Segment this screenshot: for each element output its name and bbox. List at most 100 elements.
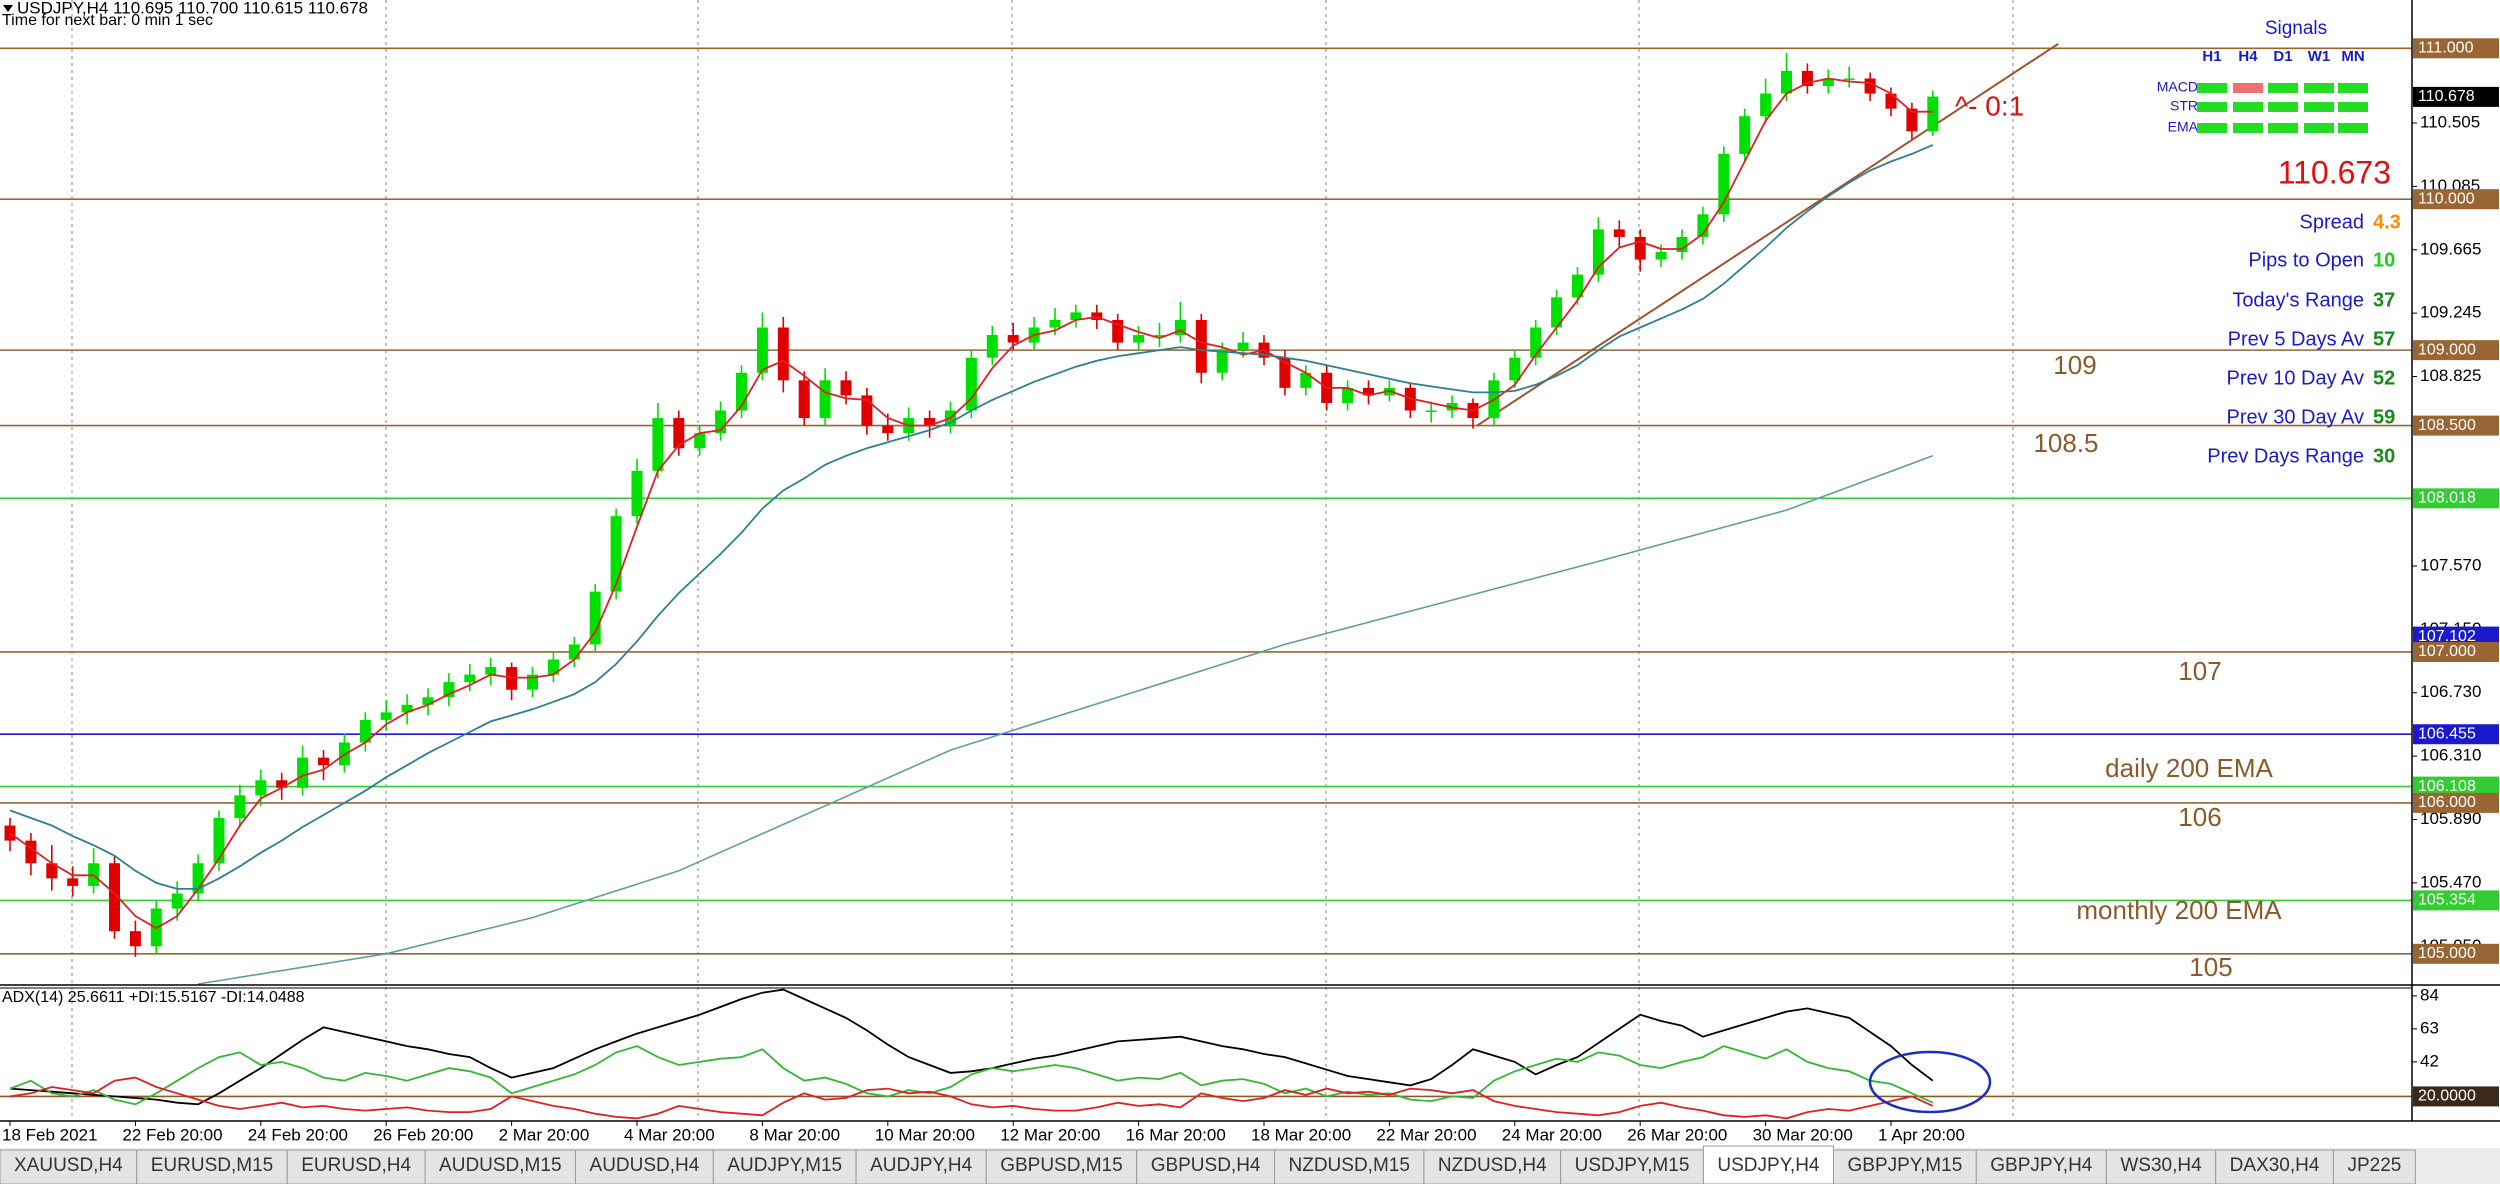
tab[interactable]: USDJPY,H4	[1702, 1145, 1834, 1184]
level-label: 110.000	[2418, 190, 2475, 207]
tab[interactable]: DAX30,H4	[2215, 1149, 2334, 1184]
tab-label[interactable]: EURUSD,M15	[151, 1155, 273, 1176]
tab-label[interactable]: EURUSD,H4	[301, 1155, 411, 1176]
tab[interactable]: GBPUSD,H4	[1136, 1149, 1275, 1184]
candle-body	[736, 372, 747, 411]
tab[interactable]: EURUSD,M15	[136, 1149, 288, 1184]
tab[interactable]: AUDJPY,H4	[855, 1149, 987, 1184]
bid-price: 110.673	[2278, 154, 2391, 190]
tab-background[interactable]	[136, 1149, 288, 1184]
candle-body	[715, 410, 727, 434]
x-tick-label: 18 Feb 2021	[2, 1125, 97, 1144]
tab[interactable]: JP225	[2332, 1149, 2416, 1184]
tab[interactable]: EURUSD,H4	[286, 1149, 426, 1184]
tab-label[interactable]: AUDJPY,M15	[727, 1155, 842, 1176]
tab[interactable]: GBPUSD,M15	[985, 1149, 1138, 1184]
tab[interactable]: NZDUSD,H4	[1423, 1149, 1562, 1184]
tab[interactable]: WS30,H4	[2105, 1149, 2217, 1184]
annotation: monthly 200 EMA	[2076, 895, 2282, 925]
tab-label[interactable]: XAUUSD,H4	[14, 1155, 123, 1176]
signal-column: H4	[2238, 48, 2258, 65]
x-tick-label: 22 Mar 20:00	[1376, 1125, 1476, 1144]
candle-body	[673, 418, 685, 449]
tab[interactable]: GBPJPY,M15	[1833, 1149, 1977, 1184]
candle-body	[965, 357, 977, 411]
tab-label[interactable]: USDJPY,M15	[1575, 1155, 1690, 1176]
stat-label: Prev 10 Day Av	[2227, 367, 2364, 389]
candle-body	[1133, 335, 1145, 343]
tab[interactable]: GBPJPY,H4	[1975, 1149, 2107, 1184]
level-label: 107.000	[2418, 643, 2476, 660]
tab[interactable]: AUDJPY,M15	[712, 1149, 857, 1184]
tab-background[interactable]	[855, 1149, 987, 1184]
candle-body	[1739, 116, 1751, 154]
candle-body	[1760, 93, 1772, 117]
level-label: 105.000	[2418, 945, 2476, 962]
tab-label[interactable]: JP225	[2347, 1155, 2401, 1176]
annotation: 106	[2178, 802, 2221, 832]
tab[interactable]: USDJPY,M15	[1560, 1149, 1704, 1184]
tab-label[interactable]: DAX30,H4	[2230, 1155, 2320, 1176]
tab-background[interactable]	[1833, 1149, 1977, 1184]
candle-body	[1279, 357, 1291, 388]
tab-background[interactable]	[985, 1149, 1138, 1184]
trend-line	[1476, 42, 2059, 427]
tab-background[interactable]	[1975, 1149, 2107, 1184]
ema200-line	[197, 455, 1934, 985]
tab[interactable]: AUDUSD,M15	[424, 1149, 577, 1184]
level-box	[2413, 776, 2499, 797]
level-label: 106.000	[2418, 794, 2476, 811]
time-axis: 18 Feb 2021 22 Feb 20:00 24 Feb 20:00 26 Fe…	[2, 1121, 1965, 1144]
tab-label[interactable]: USDJPY,H4	[1717, 1155, 1820, 1176]
symbol-line: USDJPY,H4 110.695 110.700 110.615 110.67…	[17, 0, 368, 17]
tab-label[interactable]: AUDJPY,H4	[870, 1155, 973, 1176]
tab-label[interactable]: GBPUSD,H4	[1151, 1155, 1261, 1176]
stat-label: Prev Days Range	[2207, 445, 2364, 467]
candle-body	[840, 380, 852, 396]
candle-body	[1572, 274, 1583, 298]
tab-background[interactable]	[286, 1149, 426, 1184]
candle-body	[255, 780, 267, 796]
level-label: 107.102	[2418, 628, 2476, 645]
adx-line	[9, 1045, 1934, 1106]
x-tick-label: 12 Mar 20:00	[1000, 1125, 1100, 1144]
candle-body	[1655, 252, 1667, 260]
y-tick-label: 108.825	[2420, 366, 2481, 385]
tab-label[interactable]: GBPJPY,M15	[1848, 1155, 1963, 1176]
candle-body	[631, 470, 643, 517]
tab-label[interactable]: GBPJPY,H4	[1990, 1155, 2093, 1176]
candle-body	[359, 719, 371, 743]
signal-column: D1	[2273, 48, 2292, 65]
highlight-ellipse	[1868, 1050, 1992, 1114]
tab-label[interactable]: GBPUSD,M15	[1000, 1155, 1122, 1176]
candle-body	[1592, 229, 1604, 275]
candle-body	[819, 380, 831, 419]
tab-label[interactable]: AUDUSD,M15	[439, 1155, 561, 1176]
tab[interactable]: NZDUSD,M15	[1274, 1149, 1425, 1184]
tab-background[interactable]	[1702, 1145, 1834, 1184]
candle-body	[1342, 387, 1354, 403]
stat-label: Prev 30 Day Av	[2227, 406, 2364, 428]
stat-label: Prev 5 Days Av	[2228, 328, 2364, 350]
tab-background[interactable]	[2332, 1149, 2416, 1184]
tab-label[interactable]: NZDUSD,H4	[1438, 1155, 1547, 1176]
candle-body	[589, 591, 601, 645]
tab[interactable]: AUDUSD,H4	[575, 1149, 714, 1184]
candle-body	[192, 863, 204, 894]
stat-label: Pips to Open	[2248, 249, 2364, 271]
stat-value: 10	[2373, 249, 2395, 271]
tab-label[interactable]: WS30,H4	[2120, 1155, 2202, 1176]
tab-background[interactable]	[424, 1149, 577, 1184]
signal-cell	[2338, 123, 2368, 133]
level-box	[2413, 1086, 2499, 1107]
y-tick-label: 63	[2420, 1018, 2439, 1037]
tab-background[interactable]	[1560, 1149, 1704, 1184]
adx-line	[9, 988, 1934, 1106]
signal-column: H1	[2202, 48, 2221, 65]
tab-label[interactable]: NZDUSD,M15	[1289, 1155, 1410, 1176]
tab-background[interactable]	[1136, 1149, 1275, 1184]
tab-label[interactable]: AUDUSD,H4	[590, 1155, 700, 1176]
candle-body	[297, 757, 309, 788]
level-box	[2413, 626, 2499, 647]
tab[interactable]: XAUUSD,H4	[0, 1149, 138, 1184]
